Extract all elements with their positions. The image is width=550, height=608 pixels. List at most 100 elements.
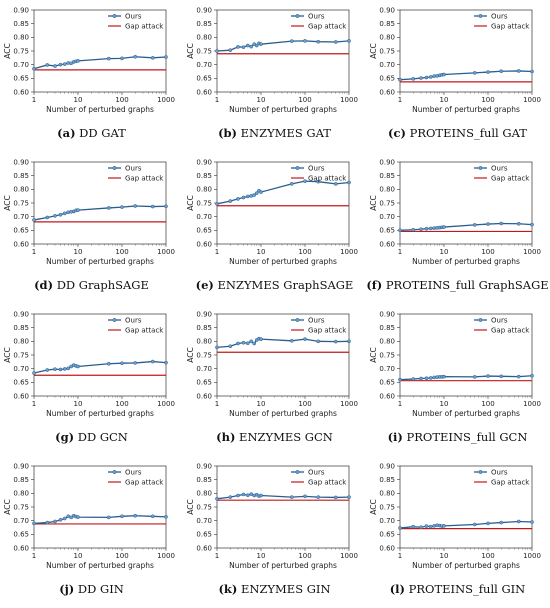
data-point-ours xyxy=(419,525,423,530)
y-tick-label: 0.85 xyxy=(13,476,29,484)
y-tick-label: 0.85 xyxy=(13,20,29,28)
y-axis-label: ACC xyxy=(186,347,195,362)
y-tick-label: 0.85 xyxy=(196,20,212,28)
x-tick-label: 10 xyxy=(257,400,266,408)
chart-svg: 0.60 0.65 0.70 0.75 0.80 0.85 0.90 1 10 100 1000 AC… xyxy=(3,158,175,266)
data-point-ours xyxy=(45,215,50,220)
x-tick-label: 1000 xyxy=(157,96,175,104)
data-point-ours xyxy=(236,45,240,49)
data-point-ours xyxy=(442,72,446,77)
chart-panel: 0.60 0.65 0.70 0.75 0.80 0.85 0.90 1 10 100 1000 AC… xyxy=(0,456,183,608)
x-tick-label: 1000 xyxy=(340,552,358,560)
subfigure-title: ENZYMES GraphSAGE xyxy=(217,278,354,292)
legend-label-ours: Ours xyxy=(308,468,325,476)
data-point-ours xyxy=(228,199,233,203)
y-tick-label: 0.60 xyxy=(196,544,212,552)
y-tick-label: 0.60 xyxy=(379,88,395,96)
subfigure-caption: (h) ENZYMES GCN xyxy=(183,430,366,444)
x-axis-label: Number of perturbed graphs xyxy=(229,257,337,266)
data-point-ours xyxy=(241,195,246,200)
y-tick-label: 0.85 xyxy=(379,476,395,484)
legend-label-ours: Ours xyxy=(491,468,508,476)
legend-label-ours: Ours xyxy=(491,164,508,172)
data-point-ours xyxy=(499,520,504,525)
x-tick-label: 100 xyxy=(298,96,311,104)
y-tick-label: 0.90 xyxy=(196,158,212,166)
chart-panel: 0.60 0.65 0.70 0.75 0.80 0.85 0.90 1 10 100 1000 AC… xyxy=(183,456,366,608)
y-tick-label: 0.90 xyxy=(379,310,395,318)
x-tick-label: 1000 xyxy=(523,400,541,408)
legend-label-ours: Ours xyxy=(308,316,325,324)
legend-marker-ours xyxy=(478,14,483,18)
data-point-ours xyxy=(164,55,168,59)
data-point-ours xyxy=(347,39,351,43)
data-point-ours xyxy=(62,367,67,371)
data-point-ours xyxy=(424,376,429,381)
x-axis-label: Number of perturbed graphs xyxy=(46,257,154,266)
data-point-ours xyxy=(289,182,294,186)
chart-panel: 0.60 0.65 0.70 0.75 0.80 0.85 0.90 1 10 100 1000 AC… xyxy=(0,152,183,304)
data-point-ours xyxy=(411,524,416,529)
y-tick-label: 0.70 xyxy=(379,365,395,373)
data-point-ours xyxy=(228,344,233,349)
x-tick-label: 10 xyxy=(257,96,266,104)
chart-svg: 0.60 0.65 0.70 0.75 0.80 0.85 0.90 1 10 100 1000 AC… xyxy=(369,310,541,418)
data-point-ours xyxy=(428,376,433,380)
data-point-ours xyxy=(245,493,250,498)
data-point-ours xyxy=(76,208,80,212)
data-point-ours xyxy=(316,39,321,44)
data-point-ours xyxy=(106,361,111,366)
data-point-ours xyxy=(419,227,423,232)
x-tick-label: 1 xyxy=(398,96,402,104)
y-tick-label: 0.80 xyxy=(379,34,395,42)
data-point-ours xyxy=(45,520,50,525)
data-point-ours xyxy=(215,201,219,206)
x-tick-label: 1000 xyxy=(157,248,175,256)
legend-label-gap-attack: Gap attack xyxy=(308,326,347,334)
y-tick-label: 0.70 xyxy=(13,365,29,373)
data-point-ours xyxy=(516,519,521,524)
y-tick-label: 0.65 xyxy=(13,75,29,83)
data-point-ours xyxy=(133,54,138,59)
data-point-ours xyxy=(347,495,351,500)
chart-panel: 0.60 0.65 0.70 0.75 0.80 0.85 0.90 1 10 100 1000 AC… xyxy=(183,0,366,152)
legend-marker-ours xyxy=(295,166,300,170)
x-tick-label: 1000 xyxy=(340,96,358,104)
data-point-ours xyxy=(150,514,155,519)
y-axis-label: ACC xyxy=(3,195,12,210)
x-tick-label: 1 xyxy=(398,552,402,560)
data-point-ours xyxy=(106,206,111,210)
legend-label-gap-attack: Gap attack xyxy=(125,326,164,334)
chart-svg: 0.60 0.65 0.70 0.75 0.80 0.85 0.90 1 10 100 1000 AC… xyxy=(3,6,175,114)
y-tick-label: 0.70 xyxy=(13,213,29,221)
legend-label-gap-attack: Gap attack xyxy=(491,478,530,486)
legend-marker-ours xyxy=(112,14,117,18)
y-tick-label: 0.65 xyxy=(13,379,29,387)
x-tick-label: 1000 xyxy=(523,248,541,256)
data-point-ours xyxy=(252,193,257,197)
x-tick-label: 1 xyxy=(215,248,219,256)
y-tick-label: 0.90 xyxy=(196,462,212,470)
legend-marker-ours xyxy=(112,318,117,322)
x-axis-label: Number of perturbed graphs xyxy=(229,561,337,570)
subfigure-title: ENZYMES GIN xyxy=(240,582,331,596)
data-point-ours xyxy=(120,361,124,366)
data-point-ours xyxy=(241,492,246,497)
x-tick-label: 10 xyxy=(74,248,83,256)
subfigure-letter: (f) xyxy=(366,278,383,292)
y-tick-label: 0.80 xyxy=(379,490,395,498)
y-axis-label: ACC xyxy=(186,195,195,210)
legend-label-gap-attack: Gap attack xyxy=(491,326,530,334)
x-tick-label: 1 xyxy=(398,248,402,256)
chart-panel: 0.60 0.65 0.70 0.75 0.80 0.85 0.90 1 10 100 1000 AC… xyxy=(366,304,549,456)
x-tick-label: 10 xyxy=(440,552,449,560)
x-tick-label: 10 xyxy=(440,96,449,104)
data-point-ours xyxy=(516,374,521,379)
y-tick-label: 0.60 xyxy=(13,392,29,400)
subfigure-title: DD GCN xyxy=(77,430,128,444)
data-point-ours xyxy=(424,524,429,528)
y-tick-label: 0.90 xyxy=(379,158,395,166)
y-tick-label: 0.60 xyxy=(196,88,212,96)
data-point-ours xyxy=(133,204,138,208)
data-point-ours xyxy=(316,339,321,344)
